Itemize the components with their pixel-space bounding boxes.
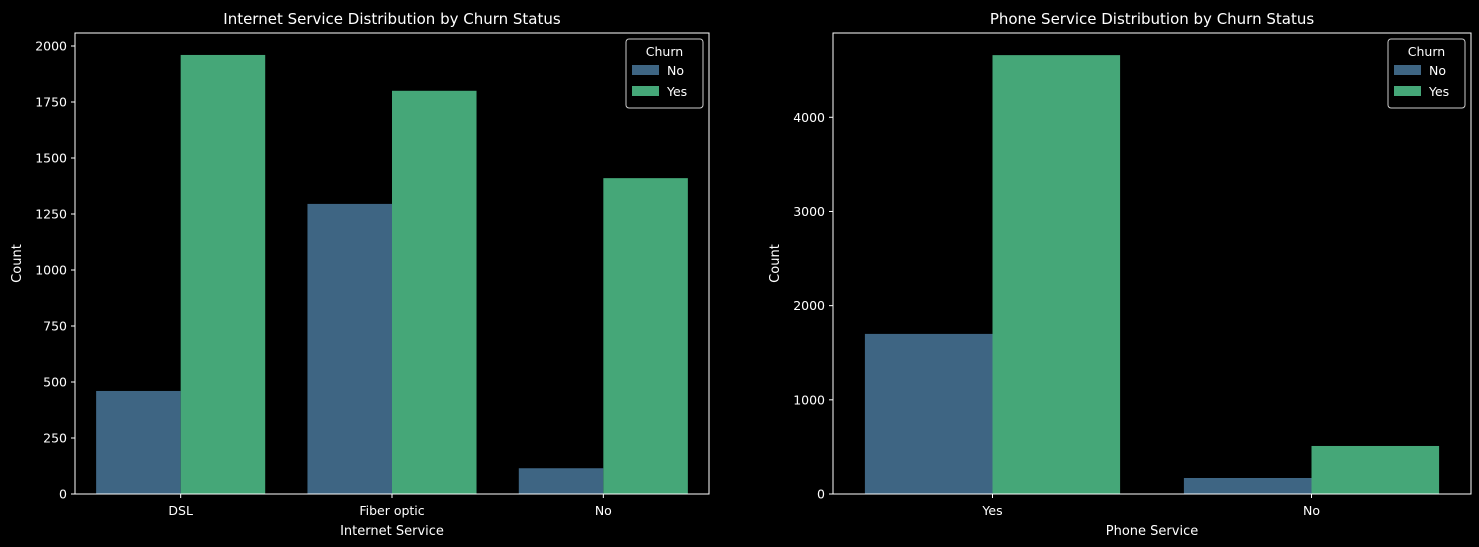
y-tick-label: 500 [43, 374, 67, 389]
x-axis-label: Internet Service [340, 524, 444, 539]
bar-no-no [1183, 477, 1312, 494]
legend-swatch-no [1394, 65, 1421, 75]
bar-no-no [518, 468, 604, 494]
bar-fiber-optic-yes [392, 90, 477, 494]
bar-dsl-yes [180, 54, 266, 494]
bar-yes-no [864, 333, 993, 494]
bar-yes-yes [992, 55, 1121, 494]
y-tick-label: 250 [43, 430, 67, 445]
x-axis-label: Phone Service [1106, 524, 1198, 539]
y-axis-label: Count [768, 244, 783, 283]
legend: Churn No Yes [1387, 38, 1466, 109]
x-tick-label: No [1303, 503, 1320, 518]
y-tick-label: 2000 [793, 298, 825, 313]
legend-label-no: No [667, 63, 684, 78]
legend-label-yes: Yes [1428, 84, 1449, 99]
y-tick-label: 3000 [793, 204, 825, 219]
y-tick-label: 1000 [35, 262, 67, 277]
y-tick-label: 4000 [793, 110, 825, 125]
x-tick-label: Yes [981, 503, 1002, 518]
y-tick-label: 1000 [793, 392, 825, 407]
chart-title: Phone Service Distribution by Churn Stat… [990, 10, 1315, 28]
x-tick-label: No [595, 503, 612, 518]
y-tick-label: 0 [59, 487, 67, 502]
legend-title: Churn [646, 44, 683, 59]
legend-swatch-yes [632, 86, 659, 96]
phone-service-chart: 0 1000 2000 3000 4000 Yes No Phone Service Dist… [768, 10, 1472, 539]
legend-label-yes: Yes [666, 84, 687, 99]
legend-swatch-yes [1394, 86, 1421, 96]
legend: Churn No Yes [625, 38, 704, 109]
y-tick-label: 1750 [35, 94, 67, 109]
legend-swatch-no [632, 65, 659, 75]
y-axis-label: Count [10, 244, 25, 283]
x-tick-label: DSL [168, 503, 193, 518]
bar-fiber-optic-no [307, 203, 392, 494]
x-tick-label: Fiber optic [359, 503, 424, 518]
y-tick-label: 2000 [35, 38, 67, 53]
legend-title: Churn [1408, 44, 1445, 59]
y-tick-label: 1250 [35, 206, 67, 221]
y-tick-label: 1500 [35, 150, 67, 165]
internet-service-chart: 0 250 500 750 1000 1250 1500 1750 2000 DSL Fiber o… [10, 10, 710, 539]
bar-dsl-no [96, 390, 181, 494]
axes-frame [832, 32, 1472, 495]
legend-label-no: No [1429, 63, 1446, 78]
y-tick-label: 0 [817, 487, 825, 502]
bar-no-yes [603, 178, 688, 494]
bar-no-yes [1311, 445, 1440, 494]
chart-title: Internet Service Distribution by Churn S… [223, 10, 561, 28]
y-tick-label: 750 [43, 318, 67, 333]
